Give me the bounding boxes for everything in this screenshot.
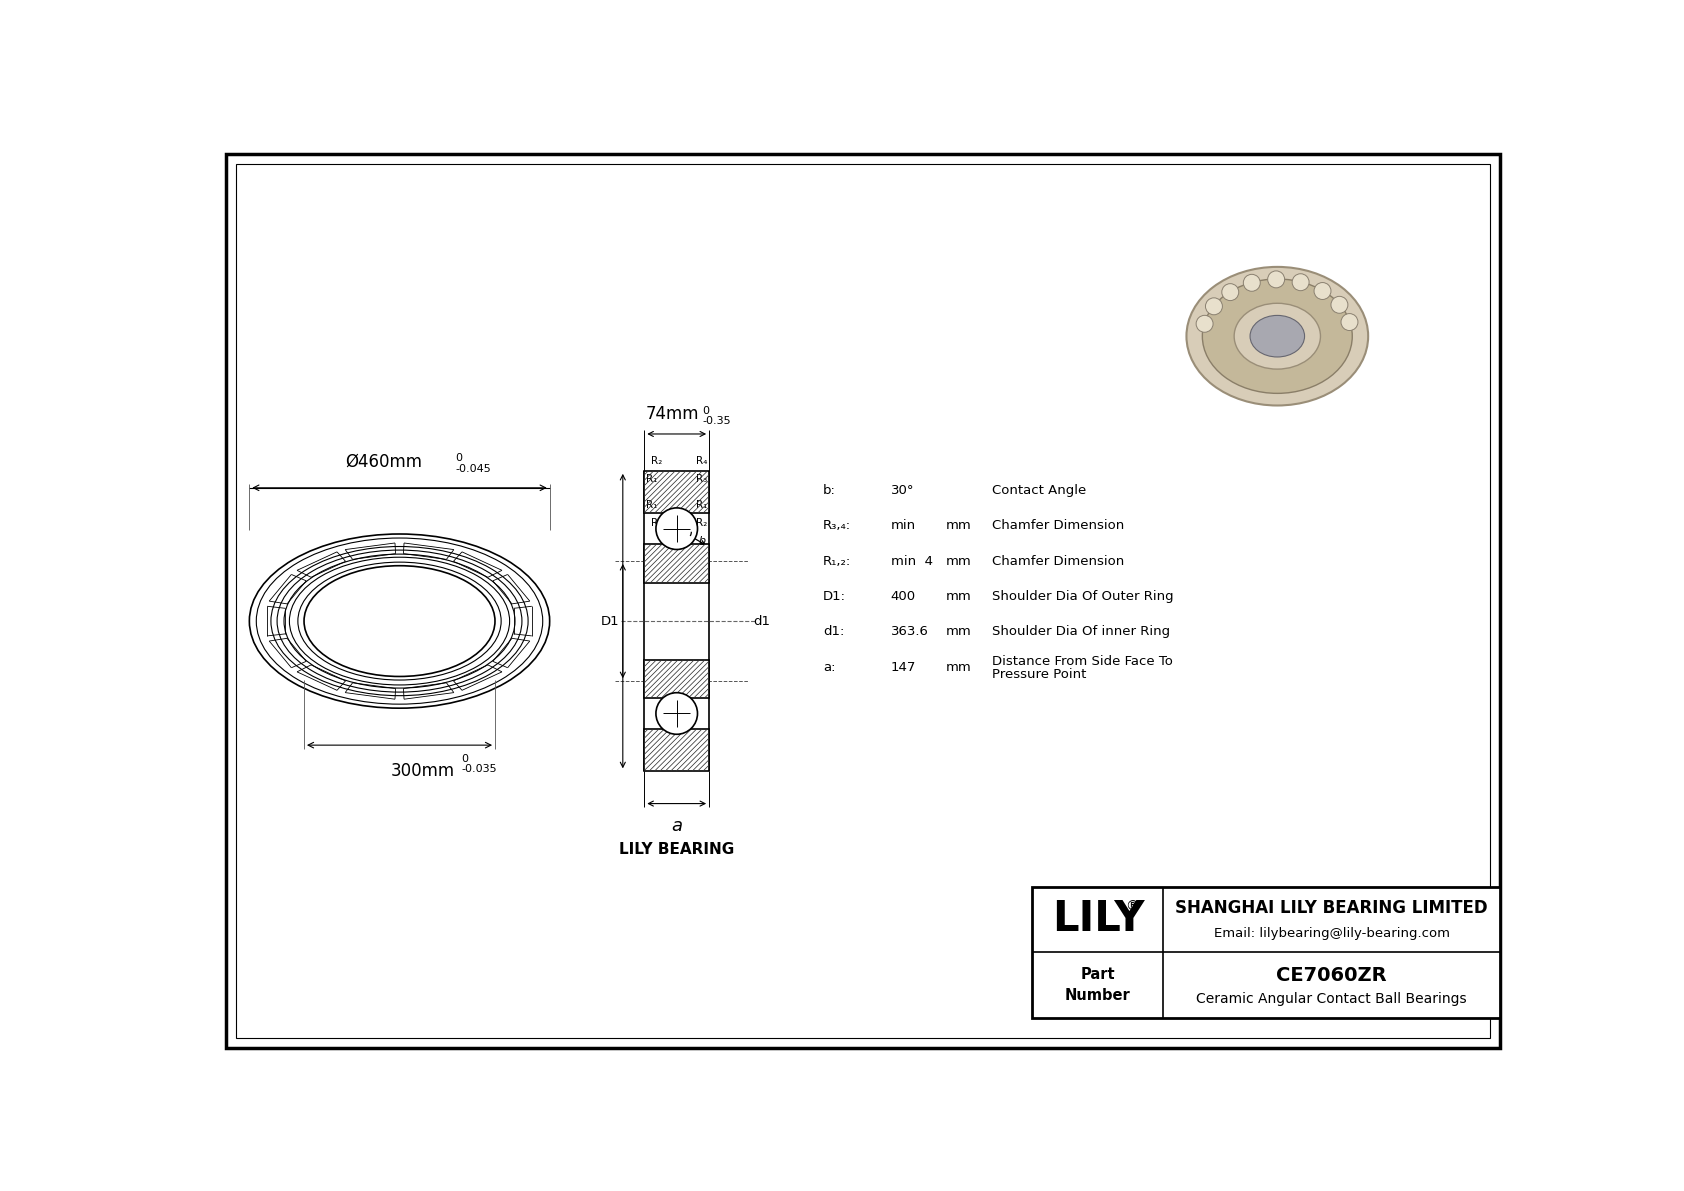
Text: R₂: R₂ bbox=[695, 518, 707, 528]
Text: SHANGHAI LILY BEARING LIMITED: SHANGHAI LILY BEARING LIMITED bbox=[1175, 899, 1489, 917]
Text: Chamfer Dimension: Chamfer Dimension bbox=[992, 519, 1125, 532]
Text: min  4: min 4 bbox=[891, 555, 933, 568]
Text: Chamfer Dimension: Chamfer Dimension bbox=[992, 555, 1125, 568]
Text: CE7060ZR: CE7060ZR bbox=[1276, 966, 1388, 985]
Text: R₃,₄:: R₃,₄: bbox=[823, 519, 850, 532]
Text: R₁: R₁ bbox=[647, 474, 657, 484]
Text: Distance From Side Face To: Distance From Side Face To bbox=[992, 655, 1174, 668]
Text: R₁: R₁ bbox=[695, 500, 707, 510]
Circle shape bbox=[1223, 283, 1239, 300]
Circle shape bbox=[1196, 316, 1212, 332]
Text: Part
Number: Part Number bbox=[1064, 967, 1130, 1003]
Bar bbox=[645, 470, 709, 513]
Text: Ceramic Angular Contact Ball Bearings: Ceramic Angular Contact Ball Bearings bbox=[1196, 992, 1467, 1006]
Text: D1:: D1: bbox=[823, 590, 845, 603]
Text: LILY BEARING: LILY BEARING bbox=[620, 842, 734, 858]
Text: a: a bbox=[672, 817, 682, 835]
Text: -0.35: -0.35 bbox=[702, 417, 731, 426]
Text: mm: mm bbox=[946, 519, 972, 532]
Text: 30°: 30° bbox=[891, 484, 914, 497]
Ellipse shape bbox=[1250, 316, 1305, 357]
Text: R₂: R₂ bbox=[650, 518, 662, 528]
Bar bbox=[645, 660, 709, 698]
Ellipse shape bbox=[1202, 279, 1352, 393]
Text: R₃: R₃ bbox=[695, 474, 707, 484]
Text: d1:: d1: bbox=[823, 625, 844, 638]
Text: a:: a: bbox=[823, 661, 835, 674]
Text: Pressure Point: Pressure Point bbox=[992, 668, 1086, 681]
Circle shape bbox=[657, 507, 697, 549]
Text: 0: 0 bbox=[702, 405, 709, 416]
Circle shape bbox=[1340, 313, 1357, 331]
Text: R₂: R₂ bbox=[650, 456, 662, 467]
Text: 147: 147 bbox=[891, 661, 916, 674]
Text: mm: mm bbox=[946, 590, 972, 603]
Circle shape bbox=[1268, 270, 1285, 288]
Text: 400: 400 bbox=[891, 590, 916, 603]
Text: 74mm: 74mm bbox=[647, 405, 699, 423]
Text: -0.035: -0.035 bbox=[461, 765, 497, 774]
Text: Contact Angle: Contact Angle bbox=[992, 484, 1086, 497]
Ellipse shape bbox=[1234, 304, 1320, 369]
Text: min: min bbox=[891, 519, 916, 532]
Circle shape bbox=[1206, 298, 1223, 314]
Text: Email: lilybearing@lily-bearing.com: Email: lilybearing@lily-bearing.com bbox=[1214, 928, 1450, 941]
Text: -0.045: -0.045 bbox=[456, 464, 492, 474]
Text: d1: d1 bbox=[754, 615, 771, 628]
Circle shape bbox=[657, 693, 697, 735]
Circle shape bbox=[1292, 274, 1308, 291]
Ellipse shape bbox=[1187, 267, 1367, 405]
Text: 0: 0 bbox=[461, 754, 468, 765]
Text: b:: b: bbox=[823, 484, 835, 497]
Text: mm: mm bbox=[946, 625, 972, 638]
Text: D1: D1 bbox=[601, 615, 620, 628]
Text: 300mm: 300mm bbox=[391, 762, 455, 780]
Text: R₁,₂:: R₁,₂: bbox=[823, 555, 850, 568]
Text: Shoulder Dia Of Outer Ring: Shoulder Dia Of Outer Ring bbox=[992, 590, 1174, 603]
Circle shape bbox=[1243, 274, 1260, 292]
Bar bbox=[1032, 887, 1500, 1017]
Text: Ø460mm: Ø460mm bbox=[345, 453, 423, 470]
Text: 363.6: 363.6 bbox=[891, 625, 928, 638]
Bar bbox=[645, 544, 709, 582]
Text: b: b bbox=[699, 536, 706, 547]
Text: R₄: R₄ bbox=[695, 456, 707, 467]
Text: 0: 0 bbox=[456, 453, 463, 463]
Text: ®: ® bbox=[1125, 900, 1138, 915]
Text: LILY: LILY bbox=[1051, 898, 1143, 941]
Text: R₁: R₁ bbox=[647, 500, 657, 510]
Bar bbox=[645, 729, 709, 772]
Circle shape bbox=[1330, 297, 1347, 313]
Text: mm: mm bbox=[946, 661, 972, 674]
Circle shape bbox=[1314, 282, 1330, 299]
Text: mm: mm bbox=[946, 555, 972, 568]
Text: Shoulder Dia Of inner Ring: Shoulder Dia Of inner Ring bbox=[992, 625, 1170, 638]
